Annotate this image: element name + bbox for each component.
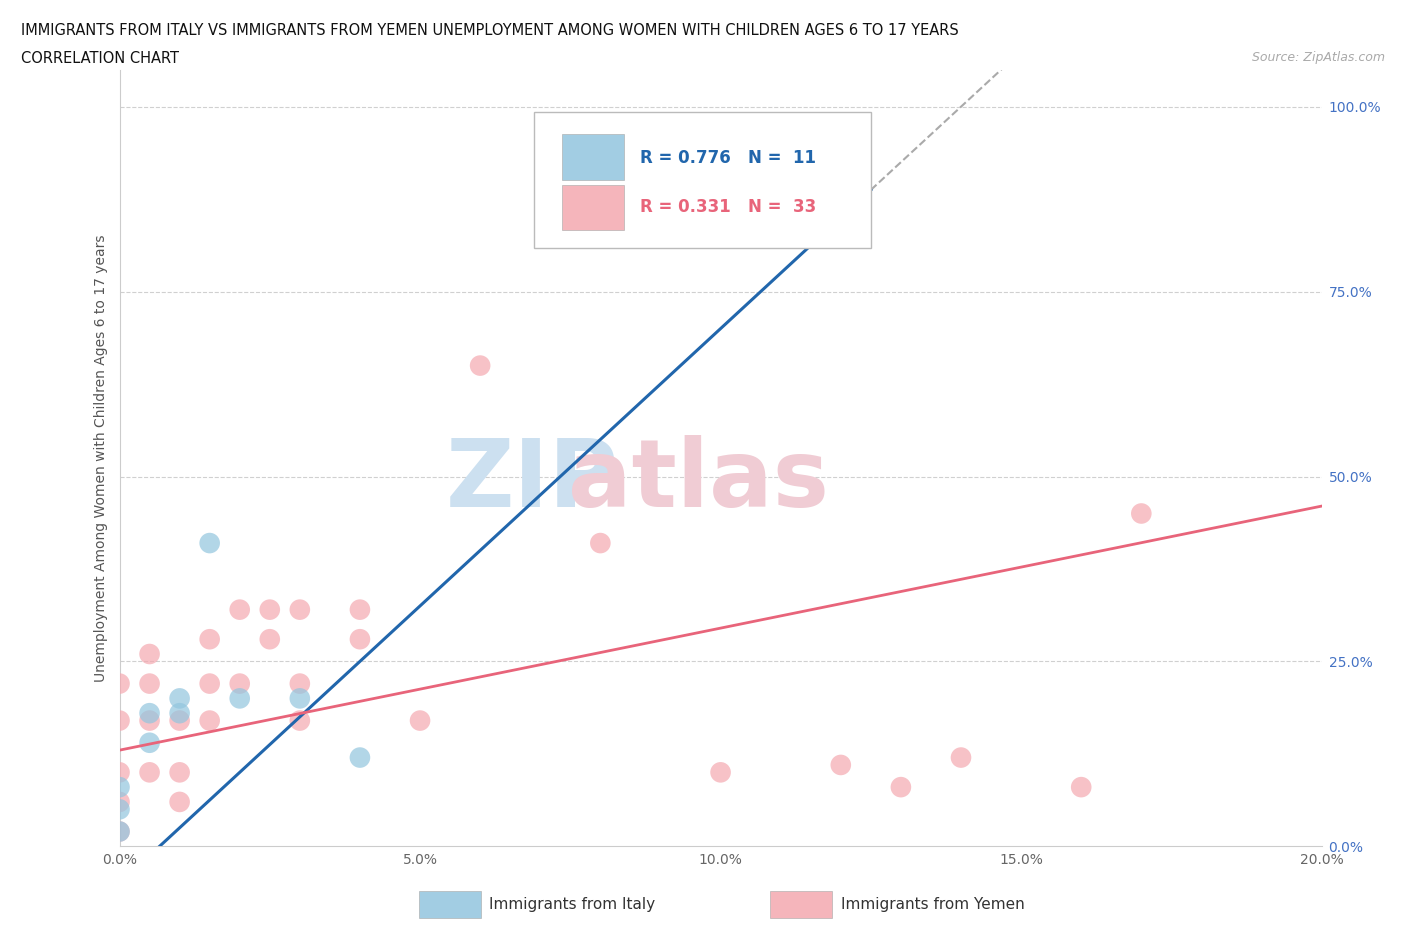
Point <box>108 802 131 817</box>
Point <box>138 676 160 691</box>
Point <box>169 794 191 809</box>
Point <box>108 794 131 809</box>
Point <box>108 713 131 728</box>
Point <box>108 824 131 839</box>
Point <box>108 779 131 794</box>
Point <box>468 358 492 373</box>
Point <box>830 758 852 773</box>
Point <box>288 603 311 618</box>
Point <box>198 713 221 728</box>
Point <box>1130 506 1153 521</box>
Point <box>138 646 160 661</box>
Point <box>259 603 281 618</box>
Text: CORRELATION CHART: CORRELATION CHART <box>21 51 179 66</box>
Point <box>1070 779 1092 794</box>
Point <box>169 713 191 728</box>
FancyBboxPatch shape <box>534 113 870 248</box>
Text: R = 0.776   N =  11: R = 0.776 N = 11 <box>640 149 815 166</box>
Point <box>950 751 973 765</box>
FancyBboxPatch shape <box>562 185 624 231</box>
Point <box>138 706 160 721</box>
Point <box>589 536 612 551</box>
Point <box>108 764 131 779</box>
Point <box>169 764 191 779</box>
Point <box>138 764 160 779</box>
Text: R = 0.331   N =  33: R = 0.331 N = 33 <box>640 198 817 216</box>
Point <box>409 713 432 728</box>
Point <box>198 536 221 551</box>
Text: ZIP: ZIP <box>446 435 619 527</box>
Point <box>288 691 311 706</box>
Point <box>709 764 731 779</box>
Point <box>349 603 371 618</box>
Point <box>288 676 311 691</box>
Point <box>259 631 281 646</box>
Text: Immigrants from Yemen: Immigrants from Yemen <box>841 897 1025 912</box>
Point <box>228 676 252 691</box>
Point <box>108 676 131 691</box>
Text: Source: ZipAtlas.com: Source: ZipAtlas.com <box>1251 51 1385 64</box>
Point <box>288 713 311 728</box>
Point <box>228 691 252 706</box>
Text: IMMIGRANTS FROM ITALY VS IMMIGRANTS FROM YEMEN UNEMPLOYMENT AMONG WOMEN WITH CHI: IMMIGRANTS FROM ITALY VS IMMIGRANTS FROM… <box>21 23 959 38</box>
Point <box>198 676 221 691</box>
Point <box>349 751 371 765</box>
FancyBboxPatch shape <box>562 134 624 180</box>
Point <box>138 713 160 728</box>
Text: Immigrants from Italy: Immigrants from Italy <box>489 897 655 912</box>
Y-axis label: Unemployment Among Women with Children Ages 6 to 17 years: Unemployment Among Women with Children A… <box>94 234 108 682</box>
Point <box>138 736 160 751</box>
Point <box>198 631 221 646</box>
Point <box>228 603 252 618</box>
Point <box>169 706 191 721</box>
Point <box>169 691 191 706</box>
Point <box>890 779 912 794</box>
Point <box>108 824 131 839</box>
Text: atlas: atlas <box>568 435 828 527</box>
Point <box>349 631 371 646</box>
